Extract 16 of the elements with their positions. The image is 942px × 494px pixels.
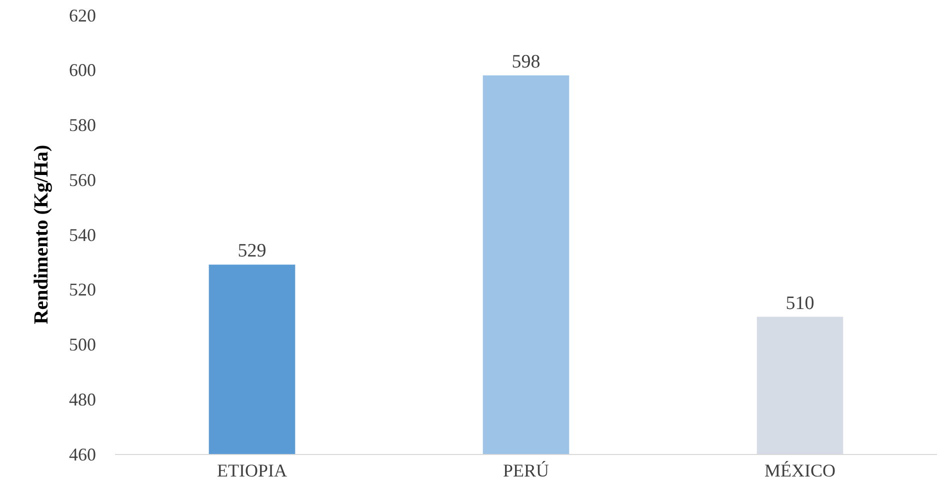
y-tick-label: 580 bbox=[69, 115, 96, 136]
x-tick-label: MÉXICO bbox=[764, 460, 836, 481]
y-tick-label: 460 bbox=[69, 444, 96, 464]
x-tick-label: ETIOPIA bbox=[217, 460, 287, 481]
data-label: 598 bbox=[512, 51, 540, 72]
data-label: 510 bbox=[786, 292, 814, 314]
y-tick-label: 620 bbox=[69, 5, 96, 26]
y-tick-label: 480 bbox=[69, 389, 96, 410]
y-tick-label: 540 bbox=[69, 224, 96, 245]
y-tick-label: 520 bbox=[69, 280, 96, 300]
x-tick-label: PERÚ bbox=[502, 460, 550, 481]
y-tick-label: 560 bbox=[69, 170, 96, 190]
y-axis-title: Rendimento (Kg/Ha) bbox=[30, 144, 52, 324]
y-tick-label: 500 bbox=[69, 334, 96, 355]
data-label: 529 bbox=[238, 240, 266, 262]
y-tick-label: 600 bbox=[69, 60, 96, 80]
